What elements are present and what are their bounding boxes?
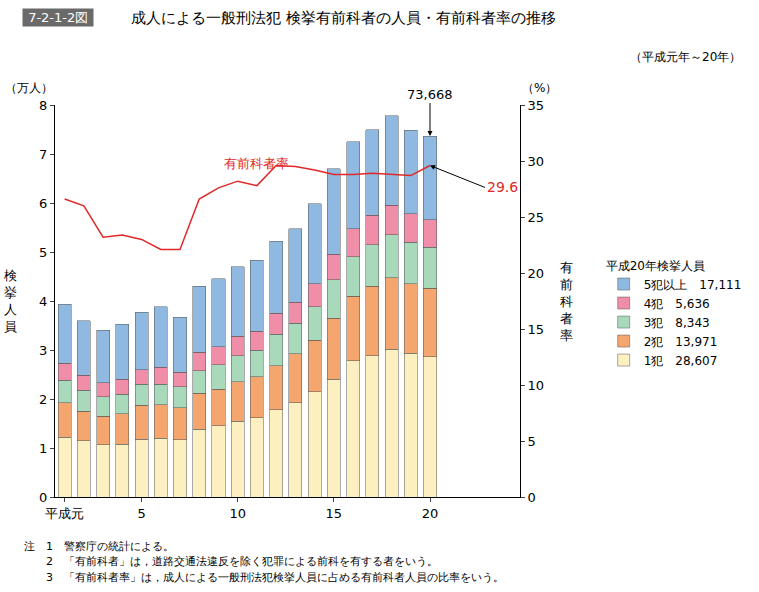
svg-text:7-2-1-2図: 7-2-1-2図 [24, 10, 92, 25]
svg-text:29.6: 29.6 [487, 179, 518, 195]
svg-text:5犯以上 17,111: 5犯以上 17,111 [644, 278, 742, 292]
svg-text:0: 0 [528, 490, 536, 505]
svg-text:検挙人員: 検挙人員 [4, 268, 17, 334]
svg-text:2: 2 [39, 392, 47, 407]
svg-text:2犯 13,971: 2犯 13,971 [644, 335, 718, 349]
svg-text:8: 8 [39, 98, 47, 113]
svg-text:平成元: 平成元 [45, 506, 84, 521]
svg-text:20: 20 [528, 266, 545, 281]
svg-text:（万人）: （万人） [5, 81, 53, 95]
svg-text:10: 10 [229, 506, 246, 521]
svg-text:25: 25 [528, 210, 545, 225]
svg-text:（平成元年～20年）: （平成元年～20年） [630, 50, 741, 64]
svg-text:0: 0 [39, 490, 47, 505]
svg-text:2 「有前科者」は，道路交通法違反を除く犯罪による前科を有す: 2 「有前科者」は，道路交通法違反を除く犯罪による前科を有する者をいう。 [24, 555, 438, 568]
svg-text:成人による一般刑法犯 検挙有前科者の人員・有前科者率の推移: 成人による一般刑法犯 検挙有前科者の人員・有前科者率の推移 [131, 9, 556, 27]
svg-text:73,668: 73,668 [407, 87, 453, 102]
svg-text:1: 1 [39, 441, 47, 456]
svg-text:3: 3 [39, 343, 47, 358]
svg-text:3 「有前科者率」は，成人による一般刑法犯検挙人員に占める有: 3 「有前科者率」は，成人による一般刑法犯検挙人員に占める有前科者人員の比率をい… [24, 571, 504, 584]
svg-text:1犯 28,607: 1犯 28,607 [644, 354, 718, 368]
svg-text:5: 5 [137, 506, 145, 521]
svg-text:注 1 警察庁の統計による。: 注 1 警察庁の統計による。 [24, 540, 174, 553]
svg-text:4犯 5,636: 4犯 5,636 [644, 297, 710, 311]
svg-text:15: 15 [528, 322, 545, 337]
svg-text:7: 7 [39, 147, 47, 162]
svg-text:4: 4 [39, 294, 47, 309]
svg-text:6: 6 [39, 196, 47, 211]
svg-text:3犯 8,343: 3犯 8,343 [644, 316, 710, 330]
svg-text:15: 15 [326, 506, 343, 521]
svg-text:35: 35 [528, 98, 545, 113]
svg-text:10: 10 [528, 378, 545, 393]
svg-text:有前科者率: 有前科者率 [224, 156, 289, 171]
svg-text:平成20年検挙人員: 平成20年検挙人員 [606, 259, 705, 273]
svg-text:5: 5 [39, 245, 47, 260]
svg-text:5: 5 [528, 434, 536, 449]
svg-text:有前科者率: 有前科者率 [560, 260, 573, 343]
svg-text:20: 20 [422, 506, 439, 521]
svg-text:30: 30 [528, 154, 545, 169]
svg-text:（%）: （%） [522, 81, 557, 95]
